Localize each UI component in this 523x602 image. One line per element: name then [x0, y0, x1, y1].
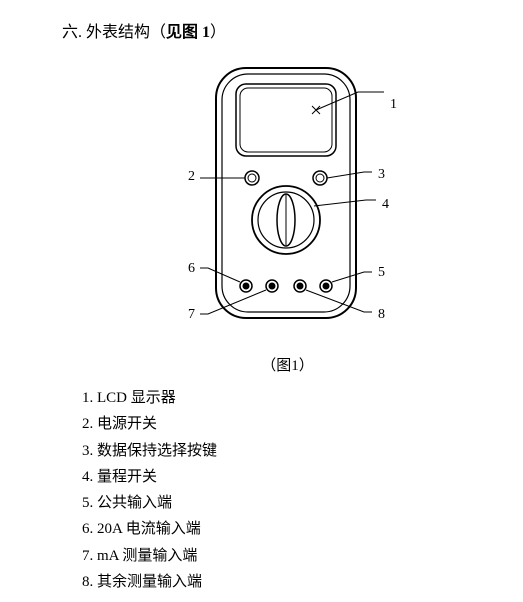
- svg-text:4: 4: [382, 197, 389, 212]
- legend-item: 7. mA 测量输入端: [82, 543, 513, 569]
- legend-list: 1. LCD 显示器 2. 电源开关 3. 数据保持选择按键 4. 量程开关 5…: [62, 385, 513, 595]
- heading-suffix: ）: [210, 24, 226, 41]
- legend-item: 5. 公共输入端: [82, 490, 513, 516]
- svg-text:5: 5: [378, 265, 385, 280]
- legend-item: 3. 数据保持选择按键: [82, 438, 513, 464]
- heading-prefix: 六. 外表结构（: [62, 24, 166, 41]
- legend-item: 6. 20A 电流输入端: [82, 516, 513, 542]
- figure-caption: （图1）: [62, 354, 513, 375]
- svg-text:6: 6: [188, 261, 195, 276]
- svg-text:8: 8: [378, 307, 385, 322]
- heading-bold: 见图 1: [166, 24, 210, 41]
- svg-text:2: 2: [188, 169, 195, 184]
- legend-item: 8. 其余测量输入端: [82, 569, 513, 595]
- svg-text:7: 7: [188, 307, 195, 322]
- section-heading: 六. 外表结构（见图 1）: [62, 18, 513, 42]
- svg-text:1: 1: [390, 97, 397, 112]
- legend-item: 1. LCD 显示器: [82, 385, 513, 411]
- diagram-container: 1 2 3 4 5 6 7 8: [62, 50, 513, 350]
- svg-text:3: 3: [378, 167, 385, 182]
- legend-item: 4. 量程开关: [82, 464, 513, 490]
- legend-item: 2. 电源开关: [82, 411, 513, 437]
- multimeter-diagram: 1 2 3 4 5 6 7 8: [148, 50, 428, 350]
